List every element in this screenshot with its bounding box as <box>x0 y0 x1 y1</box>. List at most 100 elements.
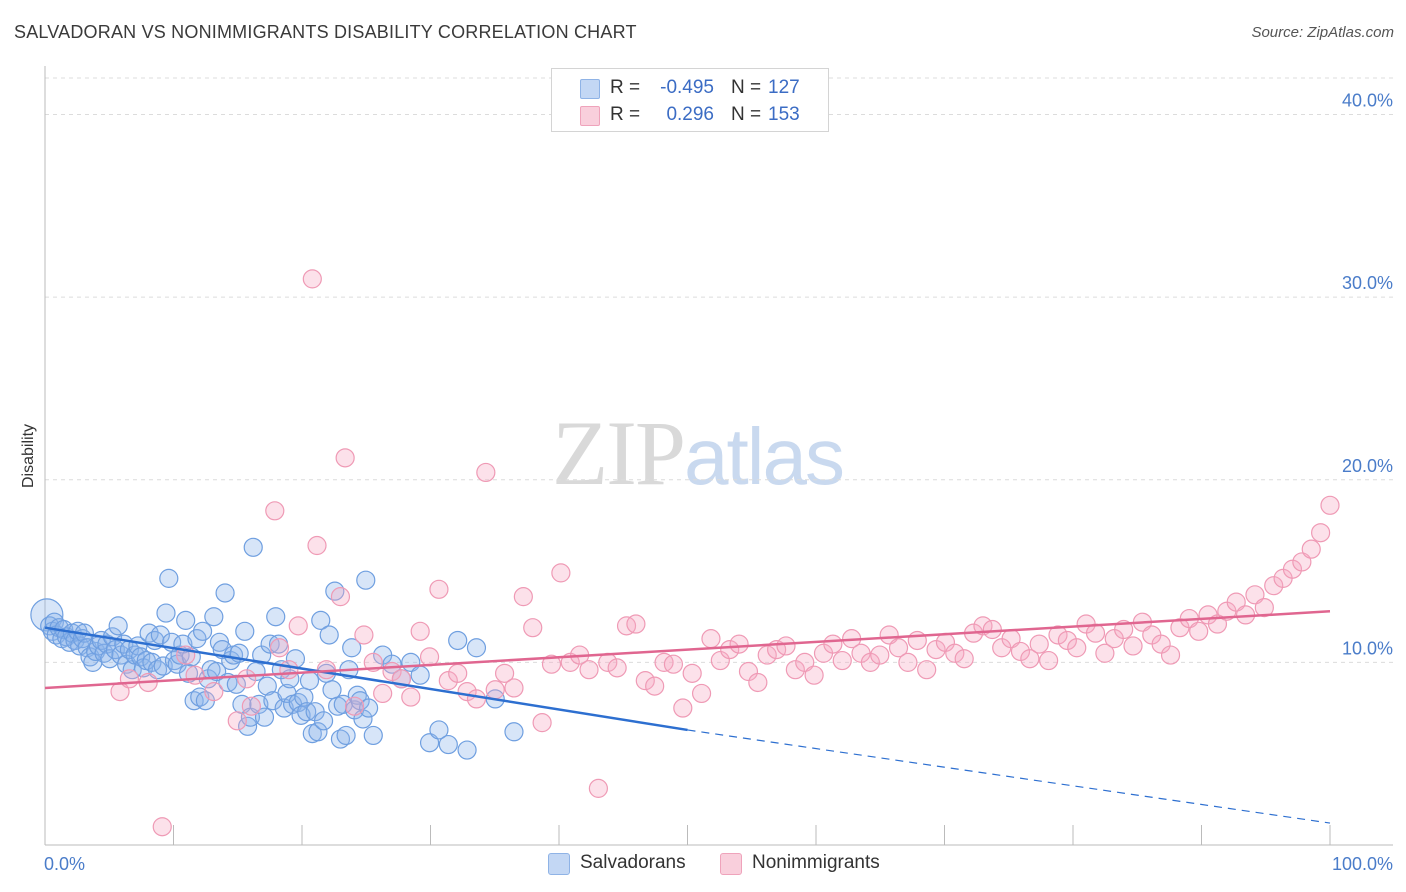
nonimmigrants-point <box>448 663 468 683</box>
salvadorans-point <box>131 647 151 667</box>
nonimmigrants-point <box>954 649 974 669</box>
nonimmigrants-point <box>1292 552 1312 572</box>
salvadorans-point <box>311 610 331 630</box>
y-tick-label: 30.0% <box>1342 273 1393 293</box>
nonimmigrants-point <box>335 448 355 468</box>
legend-label-nonimmigrants: Nonimmigrants <box>752 852 880 873</box>
nonimmigrants-point <box>1067 638 1087 658</box>
correlation-legend: R = -0.495 N = 127 R = 0.296 N = 153 <box>551 68 829 132</box>
nonimmigrants-point <box>1123 636 1143 656</box>
salvadorans-point <box>419 733 440 753</box>
salvadorans-point <box>466 638 487 658</box>
nonimmigrants-point <box>494 663 515 683</box>
nonimmigrants-point <box>776 636 796 656</box>
tick-labels: 10.0% 20.0% 30.0% 40.0% 0.0% 100.0% <box>44 91 1393 874</box>
nonimmigrants-point <box>888 638 909 658</box>
salvadorans-point <box>429 720 449 740</box>
salvadorans-point <box>457 740 477 760</box>
gridlines <box>45 77 1393 663</box>
salvadorans-point <box>358 698 379 718</box>
salvadorans-point <box>159 568 179 588</box>
salvadorans-point <box>363 725 383 746</box>
nonimmigrants-point <box>626 614 646 634</box>
nonimmigrants-point <box>237 669 257 689</box>
legend-n-value: 127 <box>768 77 800 98</box>
salvadorans-point <box>319 625 339 645</box>
nonimmigrants-point <box>401 687 421 707</box>
legend-n-label: N = <box>731 77 762 98</box>
legend-n-label: N = <box>731 104 762 125</box>
legend-row-nonimmigrants: R = 0.296 N = 153 <box>552 102 828 128</box>
nonimmigrants-point <box>1029 634 1049 654</box>
nonimmigrants-point <box>1048 625 1068 645</box>
nonimmigrants-point <box>410 621 430 641</box>
nonimmigrants-point <box>288 616 308 636</box>
nonimmigrants-point <box>1320 495 1340 515</box>
salvadorans-point <box>235 621 255 641</box>
salvadorans-point <box>184 691 204 711</box>
nonimmigrants-point <box>1020 649 1040 669</box>
salvadorans-point <box>192 621 213 641</box>
salvadorans-point <box>153 656 173 676</box>
salvadorans-point <box>176 610 196 630</box>
nonimmigrants-point <box>945 643 965 663</box>
legend-label-salvadorans: Salvadorans <box>580 852 686 873</box>
nonimmigrants-point <box>588 778 608 798</box>
nonimmigrants-point <box>607 658 627 678</box>
salvadorans-point <box>243 537 263 557</box>
salvadorans-point <box>254 707 275 727</box>
nonimmigrants-point <box>635 671 655 691</box>
legend-r-label: R = <box>610 104 641 125</box>
nonimmigrants-point <box>1095 643 1115 663</box>
salvadorans-point <box>438 734 458 755</box>
nonimmigrants-point <box>429 579 449 599</box>
watermark: ZIPatlas <box>552 400 845 506</box>
nonimmigrants-point <box>720 639 740 660</box>
nonimmigrants-point <box>185 665 205 685</box>
chart-title: SALVADORAN VS NONIMMIGRANTS DISABILITY C… <box>14 22 637 42</box>
nonimmigrants-point <box>795 652 815 672</box>
nonimmigrants-point <box>663 654 684 674</box>
y-axis-title: Disability <box>20 424 37 488</box>
y-tick-label: 40.0% <box>1342 91 1393 111</box>
nonimmigrants-point <box>523 618 543 638</box>
watermark-zip: ZIP <box>552 402 686 504</box>
nonimmigrants-point <box>419 647 440 667</box>
nonimmigrants-point <box>551 563 571 583</box>
nonimmigrants-point <box>1207 614 1228 634</box>
nonimmigrants-point <box>227 711 247 731</box>
nonimmigrants-point <box>898 652 918 672</box>
salvadorans-point <box>215 583 235 603</box>
nonimmigrants-point <box>279 660 299 680</box>
nonimmigrants-point <box>645 676 665 696</box>
nonimmigrants-point <box>1245 585 1265 605</box>
salvadorans-point <box>108 616 128 636</box>
legend-n-value: 153 <box>768 104 800 125</box>
salvadorans-point <box>266 607 286 627</box>
nonimmigrants-point <box>879 625 899 645</box>
salvadorans-point <box>178 663 199 683</box>
nonimmigrants-point <box>265 501 285 521</box>
legend-swatch-salvadorans <box>580 79 600 99</box>
nonimmigrants-point <box>504 678 524 698</box>
nonimmigrants-point <box>748 672 768 693</box>
nonimmigrants-point <box>917 660 937 680</box>
salvadorans-point <box>291 705 311 725</box>
nonimmigrants-point <box>1039 650 1059 671</box>
nonimmigrants-point <box>119 669 140 689</box>
source-label: Source: ZipAtlas.com <box>1251 24 1394 41</box>
x-tick-label: 100.0% <box>1332 854 1393 874</box>
nonimmigrants-point <box>241 696 261 716</box>
nonimmigrants-point <box>907 630 927 651</box>
salvadorans-point <box>190 687 210 707</box>
nonimmigrants-point <box>204 681 224 702</box>
watermark-atlas: atlas <box>684 412 845 501</box>
legend-swatch-nonimmigrants <box>580 106 600 126</box>
legend-r-label: R = <box>610 77 641 98</box>
legend-r-value: 0.296 <box>666 104 714 125</box>
salvadorans-point <box>299 671 320 691</box>
legend-swatch-nonimmigrants <box>720 853 742 875</box>
y-tick-label: 10.0% <box>1342 638 1393 658</box>
nonimmigrants-point <box>1160 645 1181 665</box>
